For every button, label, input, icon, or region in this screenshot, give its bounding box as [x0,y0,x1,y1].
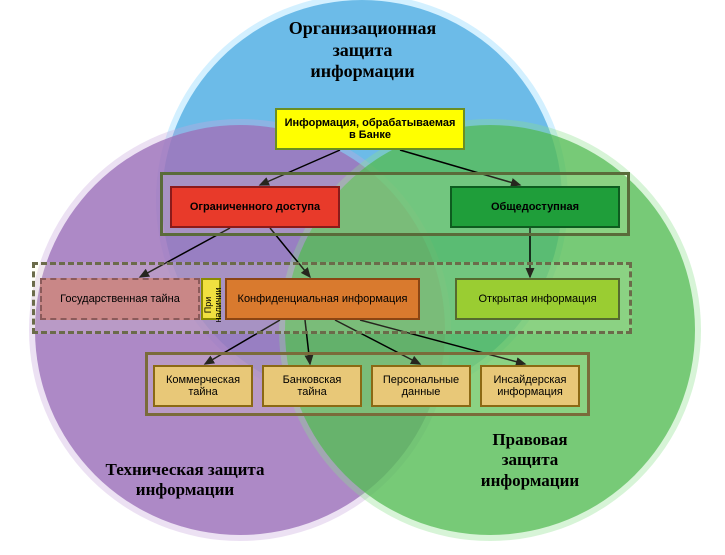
tech-label: Техническая защитаинформации [80,460,290,501]
legal-label: Правоваязащитаинформации [450,430,610,491]
node-public: Общедоступная [450,186,620,228]
org-label: Организационнаязащитаинформации [250,18,475,83]
node-conf: Конфиденциальная информация [225,278,420,320]
node-banking: Банковская тайна [262,365,362,407]
node-insider: Инсайдерская информация [480,365,580,407]
side-label-availability: При наличии [201,278,221,320]
node-open: Открытая информация [455,278,620,320]
node-root: Информация, обрабатываемая в Банке [275,108,465,150]
node-restricted: Ограниченного доступа [170,186,340,228]
node-commercial: Коммерческая тайна [153,365,253,407]
node-state: Государственная тайна [40,278,200,320]
node-personal: Персональные данные [371,365,471,407]
